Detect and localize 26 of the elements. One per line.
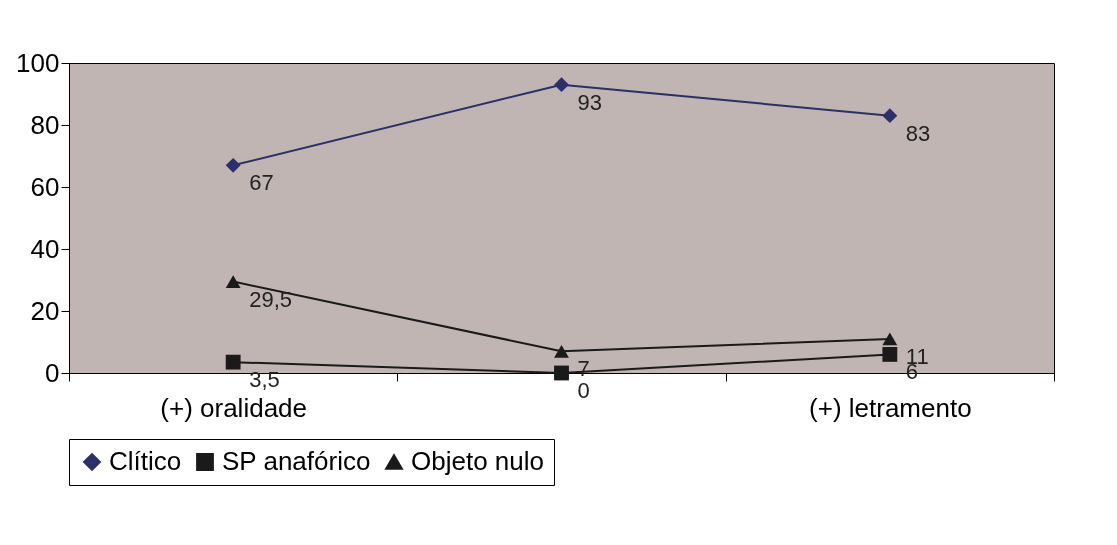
y-tick-label: 20 <box>30 295 60 326</box>
x-tick-label: (+) oralidade <box>160 392 308 423</box>
data-label: 67 <box>249 170 274 196</box>
data-label: 83 <box>905 120 931 146</box>
legend-label: Objeto nulo <box>411 446 544 476</box>
data-label: 93 <box>577 89 602 115</box>
point <box>554 344 569 358</box>
point <box>882 108 898 124</box>
point <box>882 332 898 346</box>
data-label: 29,5 <box>249 286 292 312</box>
point <box>882 346 898 362</box>
y-tick-label: 80 <box>30 109 60 140</box>
y-tick-label: 60 <box>30 171 60 202</box>
point <box>225 354 241 370</box>
point <box>554 77 569 93</box>
legend-label: Clítico <box>109 446 182 476</box>
data-label: 0 <box>577 378 590 403</box>
legend-label: SP anafórico <box>222 446 371 476</box>
point <box>554 365 569 381</box>
x-tick-label: (+) letramento <box>809 392 972 423</box>
y-tick-label: 40 <box>30 233 60 264</box>
point <box>225 275 241 288</box>
y-tick-label: 100 <box>16 47 60 78</box>
data-label: 3,5 <box>249 367 280 393</box>
point <box>225 157 241 173</box>
y-tick-label: 0 <box>45 357 60 388</box>
